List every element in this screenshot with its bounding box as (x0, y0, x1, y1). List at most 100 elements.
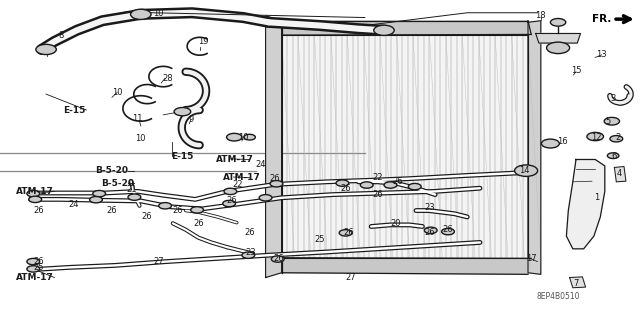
Circle shape (424, 227, 437, 234)
Polygon shape (266, 16, 282, 278)
Text: 9: 9 (188, 115, 193, 124)
Circle shape (515, 165, 538, 176)
Text: 6: 6 (612, 152, 617, 161)
Circle shape (442, 228, 454, 235)
Circle shape (29, 196, 42, 203)
Circle shape (159, 203, 172, 209)
Text: B-5-20: B-5-20 (101, 179, 134, 188)
Text: 13: 13 (596, 50, 607, 59)
Circle shape (128, 194, 141, 200)
Polygon shape (536, 33, 580, 43)
Text: 8: 8 (58, 31, 63, 40)
Circle shape (90, 197, 102, 203)
Text: 12: 12 (591, 133, 602, 142)
Text: 3: 3 (611, 94, 616, 103)
Text: 17: 17 (526, 254, 536, 263)
Text: 10: 10 (154, 9, 164, 18)
Text: 26: 26 (372, 190, 383, 199)
Polygon shape (528, 21, 541, 274)
Text: 27: 27 (346, 273, 356, 282)
Text: 4: 4 (617, 169, 622, 178)
Text: 24: 24 (256, 160, 266, 169)
Text: 20: 20 (390, 219, 401, 228)
Text: 26: 26 (193, 219, 204, 228)
Circle shape (604, 117, 620, 125)
Circle shape (223, 200, 236, 207)
Circle shape (191, 207, 204, 213)
Circle shape (242, 252, 255, 258)
Circle shape (607, 153, 619, 159)
Circle shape (374, 25, 394, 35)
Text: 28: 28 (163, 74, 173, 83)
Text: 26: 26 (227, 196, 237, 205)
Circle shape (93, 190, 106, 197)
Text: B-5-20: B-5-20 (95, 167, 128, 175)
Text: 10: 10 (136, 134, 146, 143)
Circle shape (541, 139, 559, 148)
Circle shape (36, 44, 56, 55)
Circle shape (244, 134, 255, 140)
Text: 5: 5 (605, 117, 611, 126)
Circle shape (339, 230, 352, 236)
Circle shape (271, 256, 284, 262)
Text: 26: 26 (107, 206, 117, 215)
Text: 26: 26 (33, 257, 44, 266)
Text: 24: 24 (68, 200, 79, 209)
Circle shape (336, 180, 349, 186)
Text: ATM-17: ATM-17 (16, 273, 54, 282)
Circle shape (610, 136, 623, 142)
Text: 22: 22 (233, 180, 243, 189)
Circle shape (27, 266, 40, 272)
Text: 7: 7 (573, 279, 579, 288)
Text: 23: 23 (425, 203, 435, 212)
Circle shape (131, 9, 151, 19)
Polygon shape (614, 167, 626, 182)
Text: 26: 26 (393, 177, 403, 186)
Text: E-15: E-15 (172, 152, 194, 161)
Text: 2: 2 (615, 133, 620, 142)
Text: ATM-17: ATM-17 (16, 187, 54, 196)
Text: 27: 27 (154, 257, 164, 266)
Circle shape (27, 258, 40, 265)
Circle shape (259, 195, 272, 201)
Text: 22: 22 (372, 173, 383, 182)
Polygon shape (282, 258, 531, 274)
Circle shape (27, 190, 40, 197)
Circle shape (270, 181, 283, 187)
Text: 10: 10 (112, 88, 122, 97)
Text: ATM-17: ATM-17 (223, 173, 260, 182)
Circle shape (550, 19, 566, 26)
Text: 18: 18 (536, 11, 546, 20)
Text: 26: 26 (244, 228, 255, 237)
Circle shape (224, 188, 237, 195)
Text: 10: 10 (238, 133, 248, 142)
Text: 15: 15 (571, 66, 581, 75)
Text: 8EP4B0510: 8EP4B0510 (536, 292, 580, 301)
Polygon shape (570, 277, 586, 288)
Text: 25: 25 (33, 263, 44, 272)
Text: 25: 25 (315, 235, 325, 244)
Text: ATM-17: ATM-17 (216, 155, 254, 164)
Circle shape (547, 42, 570, 54)
Circle shape (174, 108, 191, 116)
Text: 26: 26 (344, 228, 354, 237)
Text: 26: 26 (340, 184, 351, 193)
Circle shape (360, 182, 373, 188)
Polygon shape (282, 21, 531, 35)
Text: 21: 21 (126, 185, 136, 194)
Circle shape (384, 182, 397, 188)
Text: 23: 23 (246, 248, 256, 256)
Text: 26: 26 (270, 174, 280, 182)
Text: 1: 1 (594, 193, 599, 202)
Text: 26: 26 (425, 228, 435, 237)
Circle shape (587, 132, 604, 141)
Circle shape (227, 133, 242, 141)
Polygon shape (282, 35, 528, 258)
Text: 26: 26 (33, 206, 44, 215)
Text: 14: 14 (520, 166, 530, 175)
Circle shape (408, 183, 421, 190)
Text: 11: 11 (132, 114, 143, 122)
Text: 19: 19 (198, 37, 209, 46)
Polygon shape (566, 160, 605, 249)
Text: 26: 26 (173, 206, 183, 215)
